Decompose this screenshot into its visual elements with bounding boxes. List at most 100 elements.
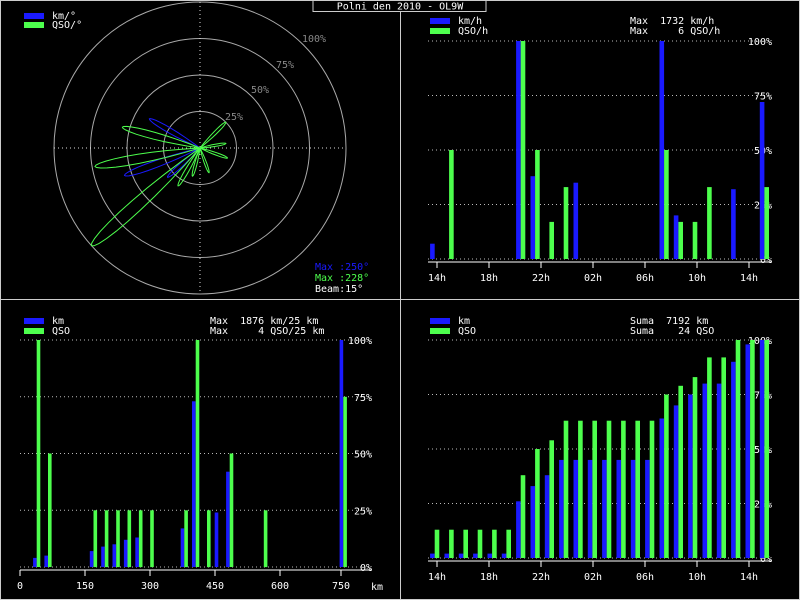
bar-qso: [506, 529, 511, 558]
bar-km: [731, 189, 736, 259]
bar-km: [516, 41, 521, 259]
cumulative-panel: km QSO Suma 7192 km Suma 24 QSO 100%75%5…: [428, 316, 772, 583]
x-tick-label: 450: [206, 581, 224, 592]
y-tick-label: 0%: [760, 554, 772, 565]
bar-km: [573, 182, 579, 259]
bar-qso: [750, 340, 755, 558]
x-tick-label: 10h: [688, 273, 706, 284]
polar-lobe-qso: [191, 147, 201, 177]
bar-km: [430, 243, 435, 259]
info-max-qsoh: Max 6 QSO/h: [630, 26, 720, 37]
bar-qso: [563, 420, 569, 558]
legend-label-qso-deg: QSO/°: [52, 20, 82, 31]
x-tick-label: 14h: [740, 572, 758, 583]
bar-km: [101, 546, 105, 567]
info-max-qso: Max 4 QSO/25 km: [210, 326, 324, 337]
bar-qso: [463, 529, 468, 558]
bar-qso: [735, 340, 741, 558]
bar-km: [616, 459, 622, 558]
bar-qso: [707, 357, 712, 558]
y-tick-label: 50%: [354, 450, 372, 461]
hourly-rate-panel: km/h QSO/h Max 1732 km/h Max 6 QSO/h 100…: [428, 16, 772, 284]
info-max-km: Max 1876 km/25 km: [210, 316, 318, 327]
bar-qso: [138, 510, 143, 568]
polar-lobe-qso: [199, 147, 229, 159]
bar-km: [731, 361, 736, 558]
x-tick-label: 750: [332, 581, 350, 592]
bar-km: [745, 344, 751, 558]
x-tick-label: 02h: [584, 572, 602, 583]
bar-qso: [343, 396, 347, 568]
bar-km: [458, 553, 464, 558]
bar-qso: [764, 187, 769, 259]
bar-km: [716, 383, 722, 558]
bar-qso: [116, 510, 120, 568]
bar-qso: [535, 449, 540, 558]
bar-km: [645, 459, 650, 558]
ring-label-100: 100%: [302, 34, 326, 45]
bar-qso: [721, 357, 726, 558]
bar-qso: [492, 529, 497, 558]
bar-km: [135, 537, 139, 567]
x-tick-label: 02h: [584, 273, 602, 284]
bar-km: [226, 471, 230, 567]
bar-qso: [449, 529, 454, 558]
y-tick-label: 0%: [360, 563, 372, 574]
legend-swatch-kmh: [430, 18, 450, 24]
bar-qso: [592, 420, 597, 558]
bar-qso: [764, 340, 769, 558]
x-tick-label: 06h: [636, 273, 654, 284]
bar-km: [759, 102, 765, 259]
bar-km: [501, 553, 507, 558]
y-tick-label: 0%: [760, 255, 772, 266]
polar-lobe-qso: [199, 147, 210, 174]
legend-label-km-cum: km: [458, 316, 470, 327]
bar-qso: [678, 385, 683, 558]
bar-qso: [520, 41, 526, 259]
ring-label-50: 50%: [251, 85, 269, 96]
legend-swatch-qsoh: [430, 28, 450, 34]
x-tick-label: 0: [17, 581, 23, 592]
bar-km: [339, 340, 344, 567]
legend-swatch-qso-deg: [24, 22, 44, 28]
x-tick-label: 22h: [532, 572, 550, 583]
polar-lobe-km: [167, 147, 201, 178]
y-tick-label: 25%: [354, 506, 372, 517]
legend-swatch-km-deg: [24, 13, 44, 19]
bar-km: [89, 551, 94, 567]
bar-qso: [263, 510, 268, 568]
bar-km: [573, 459, 579, 558]
ring-label-25: 25%: [225, 112, 243, 123]
bar-km: [587, 459, 593, 558]
legend-label-kmh: km/h: [458, 16, 482, 27]
x-tick-label: 18h: [480, 572, 498, 583]
x-tick-label: 14h: [428, 273, 446, 284]
bar-km: [530, 176, 536, 259]
bar-km: [487, 553, 493, 558]
distance-panel: km QSO Max 1876 km/25 km Max 4 QSO/25 km…: [17, 316, 383, 593]
legend-swatch-km-cum: [430, 318, 450, 324]
bar-km: [444, 553, 450, 558]
bar-qso: [93, 510, 98, 568]
bar-qso: [229, 453, 234, 567]
x-tick-label: 14h: [428, 572, 446, 583]
title-box: [312, 0, 487, 12]
bar-qso: [104, 510, 109, 568]
bar-km: [659, 41, 665, 259]
bar-km: [673, 215, 679, 259]
x-tick-label: 150: [76, 581, 94, 592]
bar-qso: [649, 420, 655, 558]
polar-ring: [163, 111, 237, 185]
bar-qso: [36, 340, 41, 567]
bar-qso: [707, 187, 712, 259]
bar-km: [559, 459, 564, 558]
x-tick-label: 600: [271, 581, 289, 592]
y-tick-label: 75%: [754, 92, 772, 103]
y-tick-label: 100%: [748, 37, 772, 48]
bar-km: [602, 459, 607, 558]
legend-label-qsoh: QSO/h: [458, 26, 488, 37]
x-tick-label: 300: [141, 581, 159, 592]
bar-qso: [150, 510, 154, 568]
bar-qso: [563, 187, 569, 259]
